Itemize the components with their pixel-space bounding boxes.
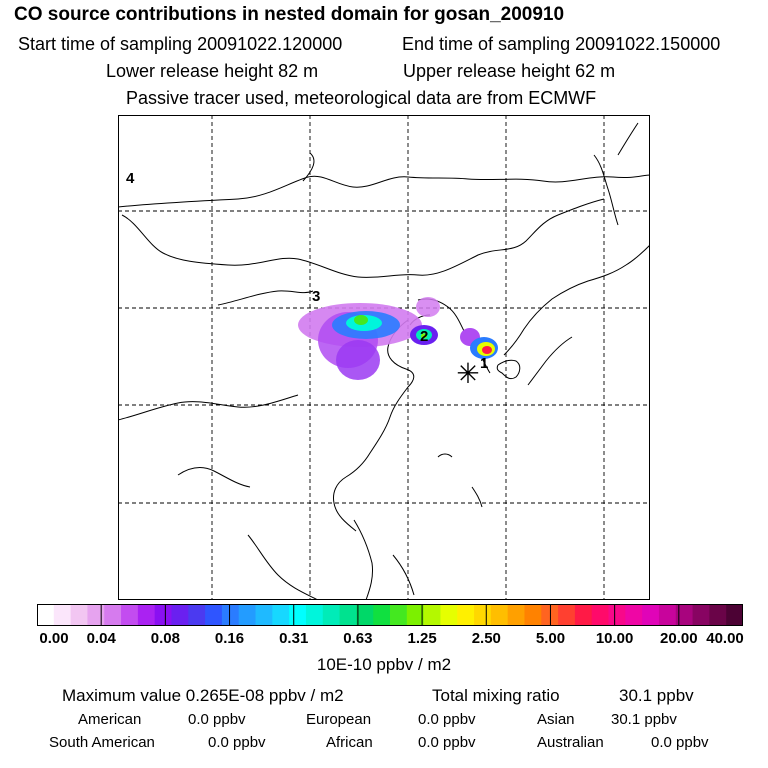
region-australian-name: Australian [537, 734, 604, 751]
colorbar-units: 10E-10 ppbv / m2 [316, 655, 452, 674]
total-mixing-label: Total mixing ratio [432, 686, 560, 705]
colorbar-tick-label: 0.16 [214, 630, 245, 647]
colorbar-cell [171, 604, 189, 626]
colorbar-cell [709, 604, 727, 626]
start-time-label: Start time of sampling 20091022.120000 [18, 34, 343, 54]
colorbar-cell [608, 604, 626, 626]
colorbar-tick-label: 0.04 [86, 630, 116, 647]
marker-4: 4 [126, 170, 135, 187]
max-value-label: Maximum value 0.265E-08 ppbv / m2 [62, 686, 344, 705]
colorbar-cell [457, 604, 475, 626]
lower-release-height: Lower release height 82 m [106, 61, 319, 81]
colorbar-tick-label: 0.08 [150, 630, 180, 647]
colorbar-cell [53, 604, 72, 626]
colorbar [37, 604, 743, 626]
colorbar-cell [121, 604, 139, 626]
colorbar-cell [289, 604, 307, 626]
colorbar-cell [423, 604, 441, 626]
colorbar-cell [188, 604, 206, 626]
colorbar-tick-label: 0.63 [343, 630, 373, 647]
marker-1: 1 [480, 355, 488, 372]
release-site-icon: ✳ [456, 357, 479, 390]
colorbar-frame [37, 604, 743, 626]
colorbar-cell [305, 604, 324, 626]
colorbar-cell [507, 604, 525, 626]
colorbar-cell [692, 604, 710, 626]
upper-release-height: Upper release height 62 m [403, 61, 616, 81]
colorbar-cell [70, 604, 88, 626]
colorbar-cell [373, 604, 391, 626]
colorbar-cell [474, 604, 492, 626]
colorbar-tick-label: 40.00 [706, 630, 744, 647]
colorbar-cell [339, 604, 357, 626]
region-south-american-value: 0.0 ppbv [208, 734, 266, 751]
region-australian-value: 0.0 ppbv [651, 734, 709, 751]
region-american-value: 0.0 ppbv [188, 711, 246, 728]
marker-3: 3 [312, 288, 320, 305]
region-european-name: European [306, 711, 372, 728]
colorbar-cell [574, 604, 593, 626]
region-african-value: 0.0 ppbv [418, 734, 476, 751]
colorbar-tick-label: 20.00 [660, 630, 698, 647]
region-asian-name: Asian [537, 711, 575, 728]
region-asian-value: 30.1 ppbv [611, 711, 677, 728]
colorbar-cell [104, 604, 122, 626]
colorbar-cell [440, 604, 458, 626]
colorbar-cell [322, 604, 340, 626]
colorbar-cell [524, 604, 542, 626]
colorbar-tick-label: 10.00 [595, 630, 634, 647]
colorbar-cell [541, 604, 559, 626]
colorbar-cell [255, 604, 273, 626]
colorbar-tick-label: 0.31 [279, 630, 309, 647]
region-african-name: African [326, 734, 373, 751]
colorbar-tick-label: 1.25 [407, 630, 437, 647]
region-european-value: 0.0 ppbv [418, 711, 476, 728]
colorbar-cell [558, 604, 576, 626]
chart-title: CO source contributions in nested domain… [14, 4, 565, 25]
colorbar-cell [87, 604, 105, 626]
colorbar-cell [272, 604, 290, 626]
concentration-plume [298, 297, 498, 380]
colorbar-cell [154, 604, 172, 626]
colorbar-cell [658, 604, 677, 626]
colorbar-cell [642, 604, 660, 626]
tracer-note: Passive tracer used, meteorological data… [126, 88, 597, 108]
colorbar-cell [625, 604, 643, 626]
colorbar-cell [137, 604, 156, 626]
colorbar-cell [356, 604, 374, 626]
colorbar-cell [390, 604, 408, 626]
colorbar-tick-label: 2.50 [471, 630, 501, 647]
total-mixing-value: 30.1 ppbv [619, 686, 694, 705]
colorbar-tick-label: 0.00 [39, 630, 69, 647]
region-south-american-name: South American [49, 734, 155, 751]
colorbar-cell [221, 604, 240, 626]
colorbar-cell [37, 604, 55, 626]
map-plot: 3 2 1 4 ✳ [118, 115, 650, 600]
colorbar-cell [726, 604, 743, 626]
colorbar-cell [591, 604, 609, 626]
end-time-label: End time of sampling 20091022.150000 [402, 34, 721, 54]
marker-2: 2 [420, 328, 428, 345]
colorbar-cell [205, 604, 223, 626]
map-frame [118, 115, 650, 600]
colorbar-cell [490, 604, 509, 626]
colorbar-cell [238, 604, 256, 626]
region-american-name: American [78, 711, 142, 728]
colorbar-cell [675, 604, 693, 626]
colorbar-cell [406, 604, 425, 626]
colorbar-tick-label: 5.00 [535, 630, 566, 647]
